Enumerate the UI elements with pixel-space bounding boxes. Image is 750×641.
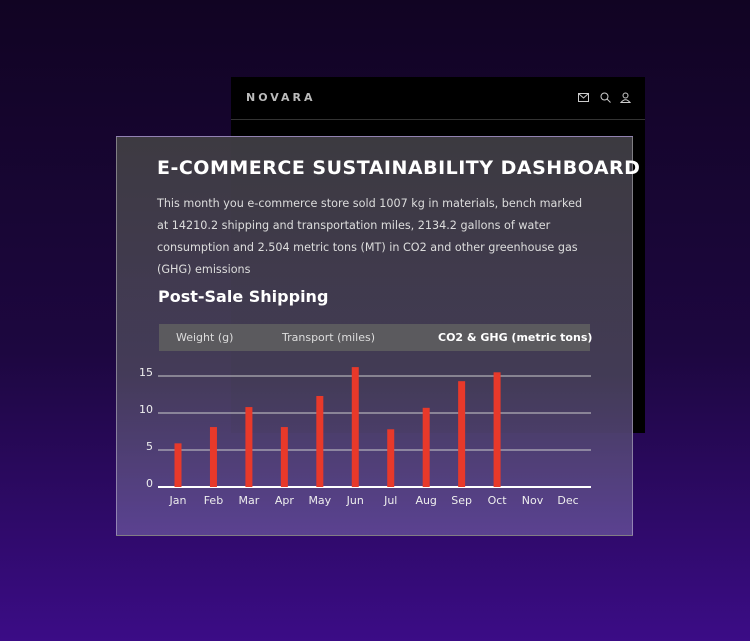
x-tick-label: Dec (557, 494, 578, 507)
summary: This month you e-commerce store sold 100… (157, 197, 583, 276)
x-tick-label: Apr (275, 494, 295, 507)
tab[interactable]: Weight (g) (176, 331, 234, 344)
mail-icon[interactable] (578, 92, 589, 103)
bar (387, 429, 395, 487)
bar (351, 367, 359, 487)
y-tick-label: 5 (146, 440, 153, 453)
y-tick-label: 0 (146, 477, 153, 490)
bar (280, 427, 288, 487)
x-tick-label: Jun (346, 494, 364, 507)
tab[interactable]: Transport (miles) (282, 331, 376, 344)
section-title: Post-Sale Shipping (158, 287, 329, 306)
x-tick-label: Jul (383, 494, 397, 507)
dashboard-card: E-COMMERCE SUSTAINABILITY DASHBOARD This… (116, 136, 640, 536)
y-tick-label: 10 (139, 403, 153, 416)
bar (174, 443, 182, 487)
tab-bar: Weight (g) Transport (miles) CO2 & GHG (… (159, 324, 593, 351)
bar (209, 427, 217, 487)
bar (458, 381, 466, 487)
x-tick-label: Mar (239, 494, 260, 507)
x-tick-label: Aug (415, 494, 436, 507)
x-tick-label: Oct (488, 494, 508, 507)
header: NOVARA (231, 77, 645, 120)
bar (245, 407, 253, 487)
bar (493, 372, 501, 487)
bar (316, 395, 324, 487)
bar (422, 407, 430, 487)
dashboard-title: E-COMMERCE SUSTAINABILITY DASHBOARD (157, 157, 641, 179)
x-tick-label: Feb (204, 494, 223, 507)
logo[interactable]: NOVARA (246, 91, 316, 104)
search-icon[interactable] (600, 92, 611, 103)
x-tick-label: May (308, 494, 331, 507)
y-tick-label: 15 (139, 366, 153, 379)
x-tick-label: Jan (169, 494, 187, 507)
tab-active[interactable]: CO2 & GHG (metric tons) (438, 331, 593, 344)
x-tick-label: Sep (451, 494, 472, 507)
x-tick-label: Nov (522, 494, 544, 507)
user-icon[interactable] (620, 92, 631, 103)
